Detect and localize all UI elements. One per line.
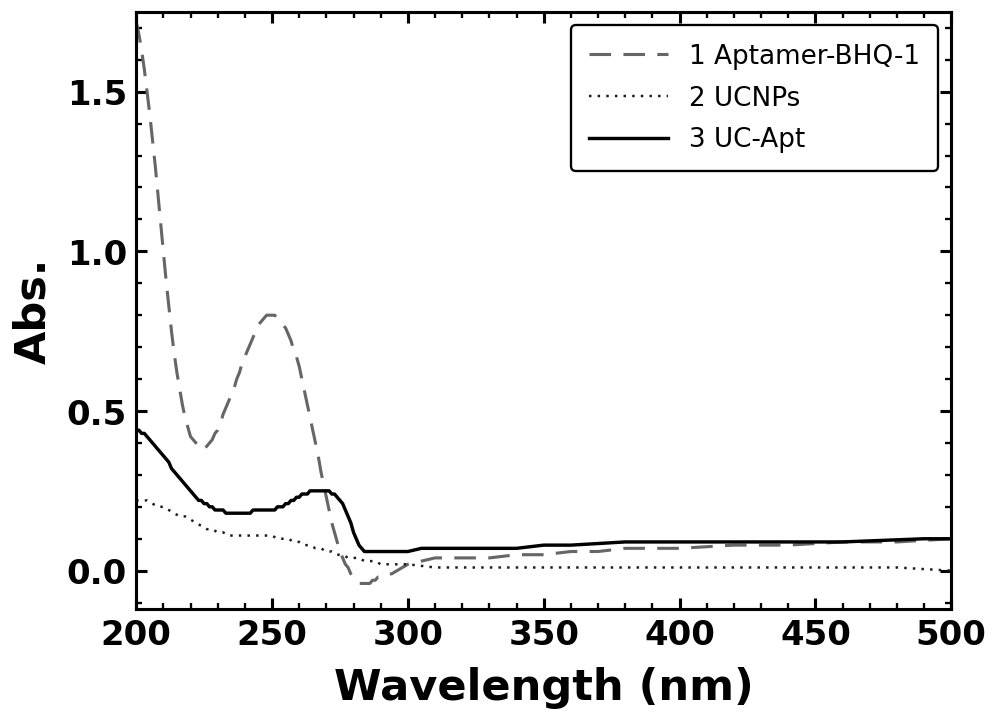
2 UCNPs — [945, 567, 957, 575]
Y-axis label: Abs.: Abs. — [12, 257, 54, 364]
1 Aptamer-BHQ-1 — [215, 420, 227, 428]
1 Aptamer-BHQ-1 — [367, 576, 379, 585]
Legend: 1 Aptamer-BHQ-1, 2 UCNPs, 3 UC-Apt: 1 Aptamer-BHQ-1, 2 UCNPs, 3 UC-Apt — [570, 25, 938, 172]
2 UCNPs — [239, 531, 251, 540]
3 UC-Apt — [212, 506, 224, 515]
2 UCNPs — [332, 551, 344, 559]
2 UCNPs — [234, 531, 246, 540]
2 UCNPs — [223, 531, 235, 540]
3 UC-Apt — [152, 445, 164, 454]
2 UCNPs — [212, 528, 224, 537]
1 Aptamer-BHQ-1 — [945, 534, 957, 543]
2 UCNPs — [185, 516, 197, 524]
Line: 2 UCNPs: 2 UCNPs — [136, 500, 951, 571]
3 UC-Apt — [291, 493, 303, 502]
3 UC-Apt — [288, 496, 300, 505]
3 UC-Apt — [359, 547, 371, 556]
3 UC-Apt — [945, 534, 957, 543]
1 Aptamer-BHQ-1 — [130, 17, 142, 26]
1 Aptamer-BHQ-1 — [353, 579, 365, 588]
3 UC-Apt — [228, 509, 240, 518]
1 Aptamer-BHQ-1 — [250, 327, 262, 336]
2 UCNPs — [130, 496, 142, 505]
Line: 3 UC-Apt: 3 UC-Apt — [136, 430, 951, 552]
3 UC-Apt — [323, 487, 335, 495]
Line: 1 Aptamer-BHQ-1: 1 Aptamer-BHQ-1 — [136, 22, 951, 583]
1 Aptamer-BHQ-1 — [166, 327, 178, 336]
3 UC-Apt — [130, 426, 142, 435]
1 Aptamer-BHQ-1 — [217, 410, 229, 419]
X-axis label: Wavelength (nm): Wavelength (nm) — [334, 667, 753, 709]
1 Aptamer-BHQ-1 — [329, 528, 341, 537]
